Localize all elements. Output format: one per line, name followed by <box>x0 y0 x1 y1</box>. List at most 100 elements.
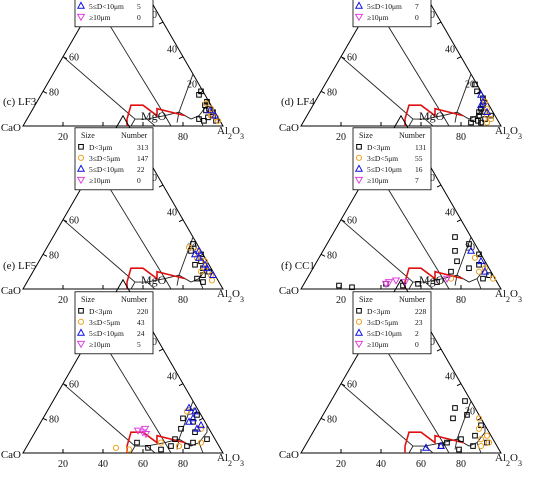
data-point-square <box>466 265 472 272</box>
data-point-circle <box>483 112 491 119</box>
legend: Size Number D<3μm 228 3≤D<5μm 23 5≤D<10μm 2 ≥10μ… <box>352 291 432 355</box>
phase-boundary <box>130 118 136 127</box>
legend-marker-triangle-down <box>354 13 364 22</box>
legend-entry-label: 3≤D<5μm <box>367 154 398 163</box>
legend-header-number: Number <box>121 295 148 304</box>
tick-label-left: 60 <box>347 216 357 227</box>
legend-entry-count: 5 <box>137 2 141 11</box>
legend-marker-triangle-down <box>354 176 364 185</box>
data-point-triangle-up <box>476 256 486 265</box>
legend-entry-count: 0 <box>137 13 141 22</box>
legend-entry-label: 3≤D<5μm <box>89 318 120 327</box>
phase-boundary <box>456 236 472 276</box>
phase-boundary <box>146 281 156 290</box>
liquid-region-boundary <box>126 267 186 283</box>
legend-box <box>74 291 154 355</box>
data-point-square <box>204 98 210 105</box>
tick-label-bottom: 80 <box>456 295 466 306</box>
legend-entry-label: 5≤D<10μm <box>89 329 124 338</box>
data-point-square <box>450 415 456 422</box>
tick-label-bottom: 80 <box>178 132 188 143</box>
ternary-panel-3: 20406080204060406080MgOCaOAl2O3(c) LF3Si… <box>1 96 244 306</box>
tick-label-bottom: 80 <box>456 132 466 143</box>
legend-entry-count: 22 <box>137 165 145 174</box>
data-point-square <box>194 275 200 282</box>
phase-boundary <box>408 445 414 454</box>
data-point-triangle-up <box>196 420 206 429</box>
legend-box <box>352 0 432 28</box>
phase-boundary <box>408 281 414 290</box>
legend-marker-triangle-up <box>354 328 364 336</box>
vertex-label-mgo: MgO <box>141 109 167 123</box>
data-point-square <box>184 443 190 449</box>
data-point-square <box>452 405 458 411</box>
tick-label-right: 40 <box>167 208 177 219</box>
data-point-square <box>470 443 476 449</box>
tick-label-right: 20 <box>465 242 475 253</box>
legend-entry-label: 5≤D<10μm <box>367 2 402 11</box>
tick-right <box>178 219 184 223</box>
legend-entry-label: ≥10μm <box>89 13 111 22</box>
data-point-square <box>168 443 174 449</box>
phase-boundary <box>198 442 204 454</box>
legend-entry-count: 0 <box>137 176 141 185</box>
tick-label-bottom: 80 <box>456 459 466 470</box>
legend: SizeNumberD<3μm1683≤D<5μm385≤D<10μm5≥10μ… <box>74 0 154 28</box>
data-point-triangle-up <box>192 424 202 432</box>
tick-label-left: 60 <box>69 216 79 227</box>
legend-entry-count: 220 <box>137 307 149 316</box>
data-point-triangle-down <box>400 279 410 287</box>
phase-boundary <box>164 278 172 290</box>
data-point-triangle-down <box>442 275 452 283</box>
phase-boundary <box>340 219 470 283</box>
legend-box <box>74 127 154 191</box>
data-point-square <box>336 282 342 289</box>
data-point-square <box>434 279 440 285</box>
data-point-circle <box>477 442 485 450</box>
vertex-label-al2o3: Al2O3 <box>495 452 522 468</box>
vertex-label-mgo: MgO <box>419 109 445 123</box>
legend-marker-circle <box>355 318 363 325</box>
legend: Size Number D<3μm 313 3≤D<5μm 147 5≤D<10μm 22 ≥1… <box>74 127 154 191</box>
tick-label-left: 60 <box>347 53 357 64</box>
vertex-label-al2o3-part: O <box>232 452 240 464</box>
panel-label: (e) LF5 <box>3 260 37 272</box>
data-point-triangle-up <box>210 111 220 119</box>
data-point-square <box>478 119 484 126</box>
legend-entry-label: D<3μm <box>367 307 390 316</box>
legend-marker-triangle-down <box>76 340 86 349</box>
data-point-circle <box>483 432 491 439</box>
tick-right <box>178 56 184 60</box>
liquid-region-boundary <box>126 431 186 447</box>
legend-box <box>352 291 432 355</box>
data-point-triangle-up <box>421 443 431 451</box>
data-point-circle <box>481 265 489 272</box>
phase-boundary <box>424 118 434 127</box>
data-point-circle <box>197 439 205 446</box>
phase-boundary <box>164 115 172 127</box>
legend-marker-circle <box>77 154 85 161</box>
triangle-frame <box>300 114 502 290</box>
legend-entry-count: 228 <box>415 307 427 316</box>
data-point-square <box>134 439 140 446</box>
tick-label-right: 40 <box>445 208 455 219</box>
tick-left <box>320 90 326 94</box>
data-point-square <box>486 272 492 278</box>
data-point-square <box>466 241 472 247</box>
triangle-frame <box>22 278 224 454</box>
tick-label-bottom: 80 <box>178 295 188 306</box>
data-point-square <box>190 241 196 247</box>
legend-entry-label: 3≤D<5μm <box>89 154 120 163</box>
data-point-square <box>488 112 494 119</box>
data-point-square <box>474 88 480 95</box>
legend-marker-circle <box>77 318 85 325</box>
legend-entry-count: 0 <box>415 13 419 22</box>
phase-boundary <box>456 400 472 440</box>
legend-header-size: Size <box>359 295 373 304</box>
tick-label-bottom: 80 <box>178 459 188 470</box>
tick-label-bottom: 20 <box>336 132 346 143</box>
vertex-label-al2o3-part: 2 <box>506 459 510 468</box>
tick-right <box>456 219 462 223</box>
data-point-square <box>444 439 450 446</box>
phase-boundary <box>62 56 192 120</box>
